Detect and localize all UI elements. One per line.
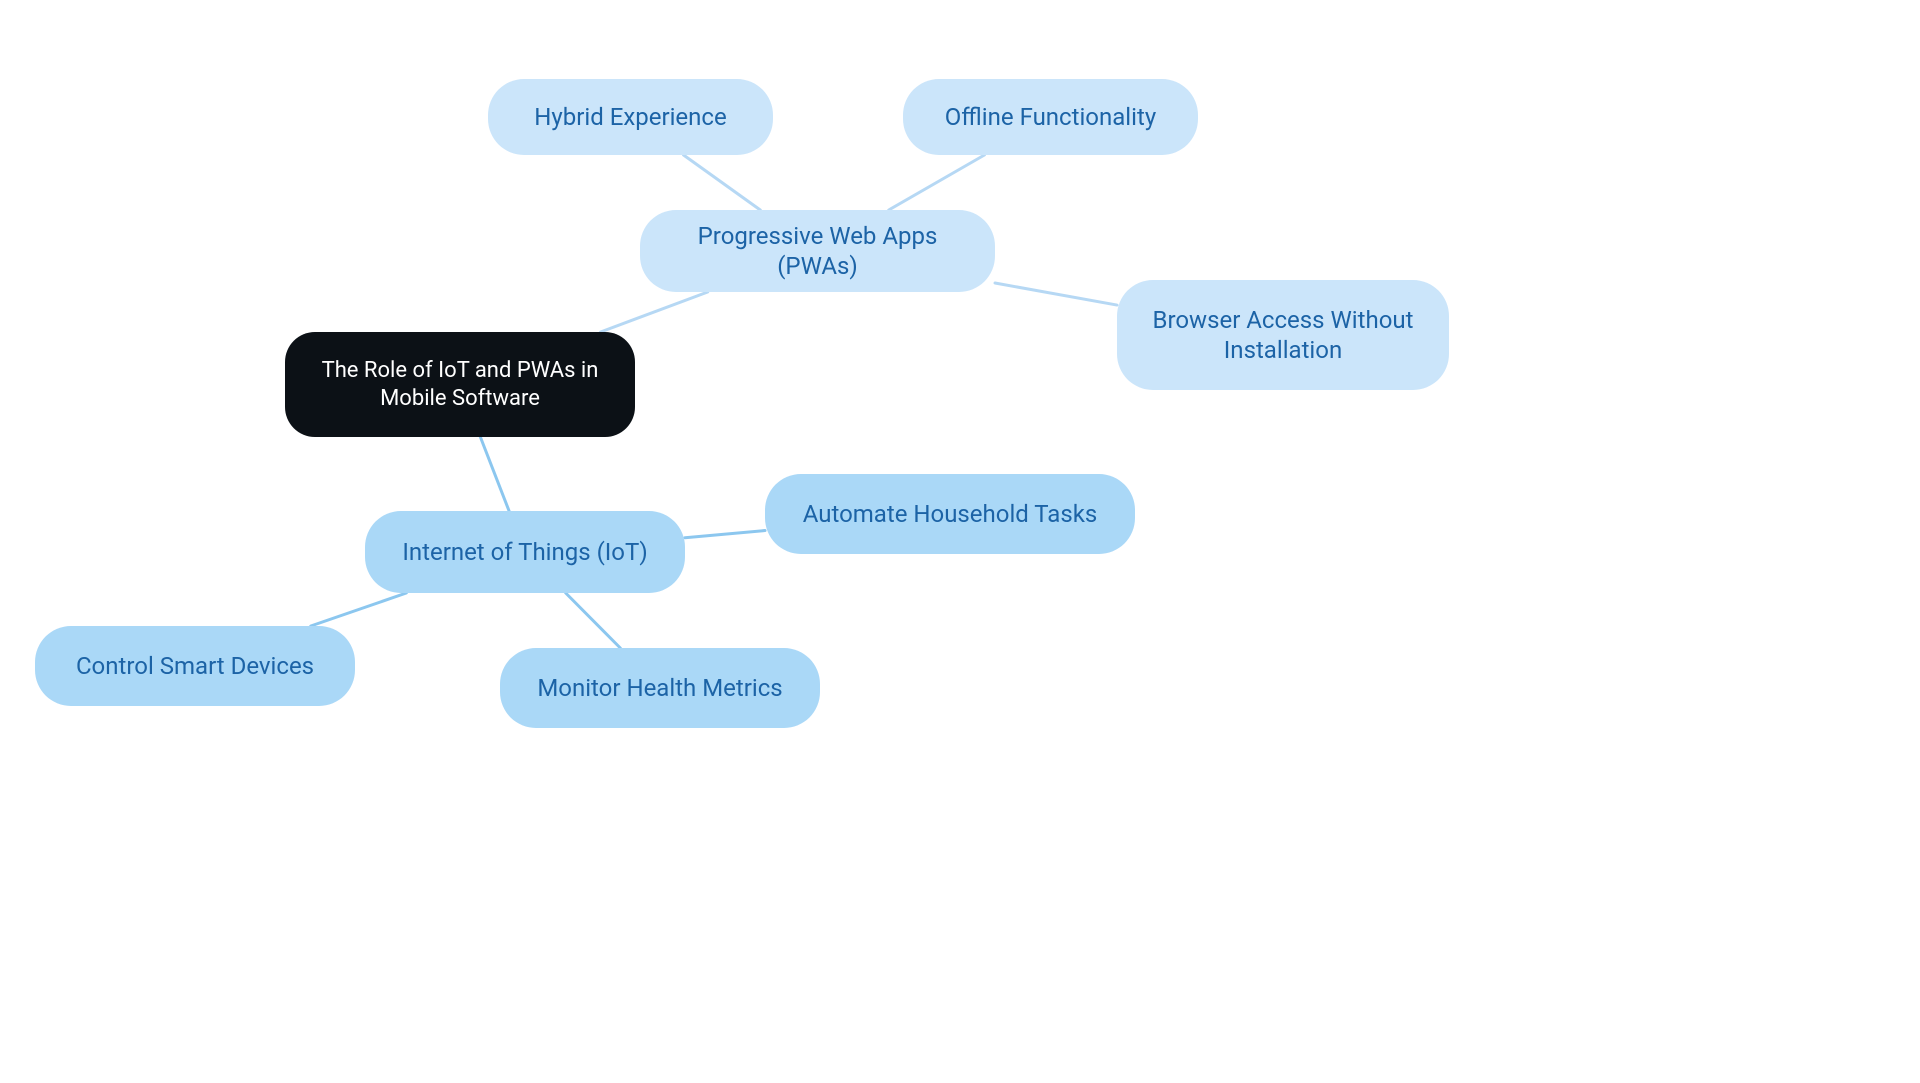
node-monitor-label: Monitor Health Metrics	[537, 673, 782, 703]
node-offline-label: Offline Functionality	[945, 102, 1156, 132]
node-root: The Role of IoT and PWAs in Mobile Softw…	[285, 332, 635, 437]
node-pwa: Progressive Web Apps (PWAs)	[640, 210, 995, 292]
node-browser: Browser Access Without Installation	[1117, 280, 1449, 390]
node-hybrid: Hybrid Experience	[488, 79, 773, 155]
node-control: Control Smart Devices	[35, 626, 355, 706]
node-browser-label: Browser Access Without Installation	[1141, 305, 1425, 365]
node-automate: Automate Household Tasks	[765, 474, 1135, 554]
node-iot: Internet of Things (IoT)	[365, 511, 685, 593]
node-iot-label: Internet of Things (IoT)	[402, 537, 647, 567]
node-control-label: Control Smart Devices	[76, 651, 314, 681]
node-root-label: The Role of IoT and PWAs in Mobile Softw…	[309, 357, 611, 412]
node-offline: Offline Functionality	[903, 79, 1198, 155]
node-monitor: Monitor Health Metrics	[500, 648, 820, 728]
node-pwa-label: Progressive Web Apps (PWAs)	[664, 221, 971, 281]
node-hybrid-label: Hybrid Experience	[534, 102, 726, 132]
node-automate-label: Automate Household Tasks	[803, 499, 1098, 529]
mindmap-canvas: The Role of IoT and PWAs in Mobile Softw…	[0, 0, 1920, 1083]
